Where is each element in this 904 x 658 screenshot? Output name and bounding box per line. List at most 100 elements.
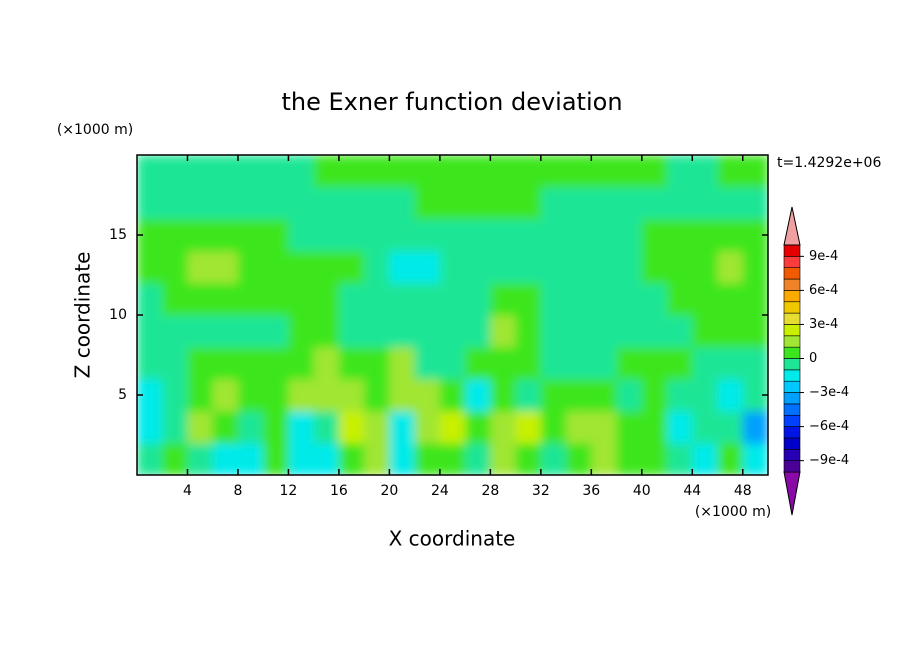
contour-cell [212,187,239,220]
contour-cell [364,219,390,252]
contour-cell [490,251,517,284]
contour-cell [490,347,517,380]
contour-cell [439,315,466,348]
contour-cell [162,411,188,444]
contour-cell [414,443,441,475]
contour-cell [288,283,315,316]
contour-cell [263,443,289,475]
y-tick-label: 5 [118,387,127,403]
colorbar-extend-high [783,206,801,246]
contour-cell [717,379,744,412]
contour-cell [313,443,340,475]
contour-cell [641,219,668,252]
contour-cell [263,379,289,412]
contour-cell [137,283,163,316]
contour-cell [692,443,719,475]
contour-cell [237,379,264,412]
colorbar-bin [783,448,801,461]
contour-cell [162,219,188,252]
contour-cell [566,411,592,444]
contour-cell [591,155,618,188]
contour-cell [465,411,491,444]
colorbar-bin [783,301,801,314]
contour-cell [717,443,744,475]
contour-cell [616,411,643,444]
contour-cell [414,283,441,316]
contour-cell [364,283,390,316]
contour-cell [364,443,390,475]
contour-cell [540,411,567,444]
contour-cell [717,283,744,316]
contour-cell [263,155,289,188]
contour-cell [288,251,315,284]
contour-cell [717,347,744,380]
contour-cell [566,315,592,348]
contour-cell [742,251,768,284]
contour-cell [137,251,163,284]
contour-cell [566,251,592,284]
contour-cell [490,219,517,252]
contour-cell [540,315,567,348]
contour-cell [313,379,340,412]
contour-cell [465,283,491,316]
colorbar-tick-label: 9e-4 [809,249,838,264]
contour-cell [616,251,643,284]
contour-cell [212,347,239,380]
contour-cell [263,187,289,220]
colorbar-bin [783,278,801,291]
contour-cell [515,411,542,444]
contour-cell [465,187,491,220]
contour-cell [465,315,491,348]
contour-cell [439,251,466,284]
contour-cell [641,411,668,444]
contour-cell [566,347,592,380]
contour-cell [591,411,618,444]
contour-cell [742,155,768,188]
contour-cell [742,347,768,380]
contour-cell [717,187,744,220]
contour-cell [641,315,668,348]
contour-cell [490,283,517,316]
contour-cell [137,187,163,220]
x-tick-label: 8 [233,483,242,499]
contour-cell [692,411,719,444]
colorbar-tick-label: −3e-4 [809,385,849,400]
contour-cell [667,251,693,284]
contour-cell [414,155,441,188]
x-tick-label: 32 [532,483,550,499]
contour-cell [263,283,289,316]
contour-cell [338,411,365,444]
contour-cell [540,283,567,316]
contour-cell [692,315,719,348]
x-tick-label: 24 [431,483,449,499]
y-axis-label: Z coordinate [71,252,95,379]
colorbar-bin [783,267,801,280]
contour-cell [742,283,768,316]
contour-cell [162,379,188,412]
contour-cell [212,251,239,284]
contour-cell [692,347,719,380]
contour-cell [338,219,365,252]
annotation: t=1.4292e+06 [777,155,881,171]
contour-cell [439,347,466,380]
contour-cell [288,411,315,444]
contour-cell [313,315,340,348]
contour-cell [263,411,289,444]
contour-cell [263,219,289,252]
colorbar-bin [783,312,801,325]
contour-cell [439,187,466,220]
contour-cell [414,187,441,220]
contour-cell [389,283,416,316]
contour-cell [566,379,592,412]
contour-cell [540,251,567,284]
contour-cell [187,187,214,220]
contour-cell [591,443,618,475]
contour-cell [490,187,517,220]
x-tick-label: 44 [683,483,701,499]
contour-cell [212,379,239,412]
contour-cell [591,219,618,252]
contour-cell [414,347,441,380]
contour-cell [237,347,264,380]
contour-cell [591,379,618,412]
contour-cell [389,219,416,252]
